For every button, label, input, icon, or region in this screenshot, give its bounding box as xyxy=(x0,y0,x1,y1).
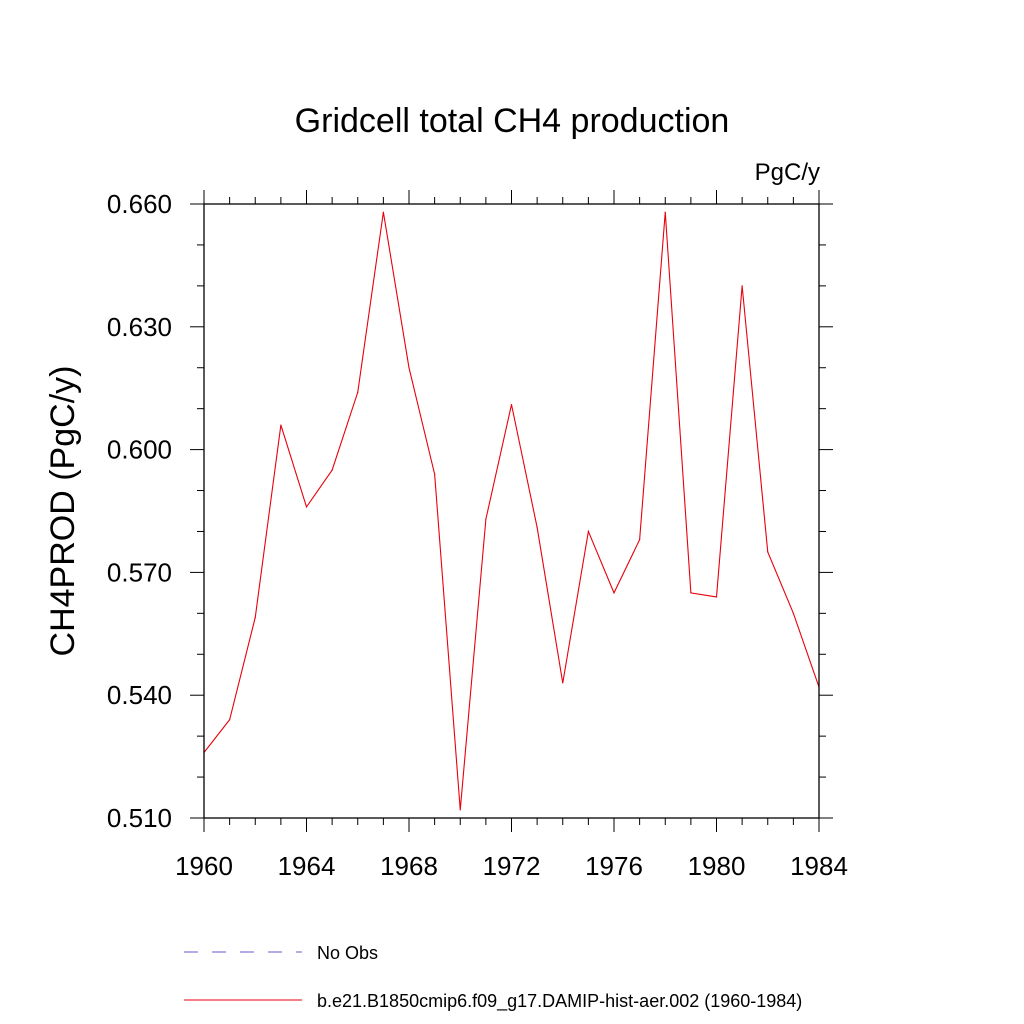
data-point xyxy=(792,612,794,614)
series-layer xyxy=(203,211,820,811)
legend-label-model-run: b.e21.B1850cmip6.f09_g17.DAMIP-hist-aer.… xyxy=(317,991,802,1012)
axis-ticks xyxy=(190,190,833,832)
data-point xyxy=(587,530,589,533)
legend: No Obs b.e21.B1850cmip6.f09_g17.DAMIP-hi… xyxy=(184,943,802,1012)
plot-frame xyxy=(203,203,820,819)
y-axis-label: CH4PROD (PgC/y) xyxy=(44,366,82,657)
data-point xyxy=(715,596,718,598)
data-point xyxy=(690,592,692,594)
data-point xyxy=(459,809,461,811)
series-line xyxy=(203,212,820,810)
data-point xyxy=(280,424,282,426)
data-point xyxy=(408,367,410,369)
y-tick-label: 0.510 xyxy=(107,803,172,833)
x-tick-label: 1972 xyxy=(483,851,541,881)
data-point xyxy=(562,682,564,684)
x-tick-label: 1968 xyxy=(380,851,438,881)
data-point xyxy=(382,211,384,213)
y-tick-label: 0.600 xyxy=(107,435,172,465)
data-point xyxy=(741,285,743,287)
data-point xyxy=(639,539,641,541)
data-point xyxy=(254,616,256,619)
x-tick-label: 1984 xyxy=(790,851,848,881)
y-tick-label: 0.540 xyxy=(107,680,172,710)
data-point xyxy=(536,526,538,528)
data-point xyxy=(305,506,308,508)
data-point xyxy=(664,211,666,213)
data-point xyxy=(510,403,513,406)
data-point xyxy=(485,518,487,520)
x-tick-label: 1964 xyxy=(278,851,336,881)
chart-title: Gridcell total CH4 production xyxy=(295,102,730,140)
x-tick-label: 1976 xyxy=(585,851,643,881)
data-point xyxy=(434,473,436,475)
y-tick-label: 0.570 xyxy=(107,557,172,587)
tick-labels: 1960 1964 1968 1972 1976 1980 1984 0.510 0.540 0.… xyxy=(107,189,848,881)
data-point xyxy=(767,551,769,553)
y-tick-label: 0.630 xyxy=(107,312,172,342)
data-point xyxy=(357,391,359,393)
x-tick-label: 1980 xyxy=(688,851,746,881)
legend-label-no-obs: No Obs xyxy=(317,943,378,963)
data-point xyxy=(613,592,615,594)
data-point xyxy=(229,719,231,721)
units-label: PgC/y xyxy=(755,159,820,186)
x-tick-label: 1960 xyxy=(175,851,233,881)
data-point xyxy=(331,469,333,471)
y-tick-label: 0.660 xyxy=(107,189,172,219)
